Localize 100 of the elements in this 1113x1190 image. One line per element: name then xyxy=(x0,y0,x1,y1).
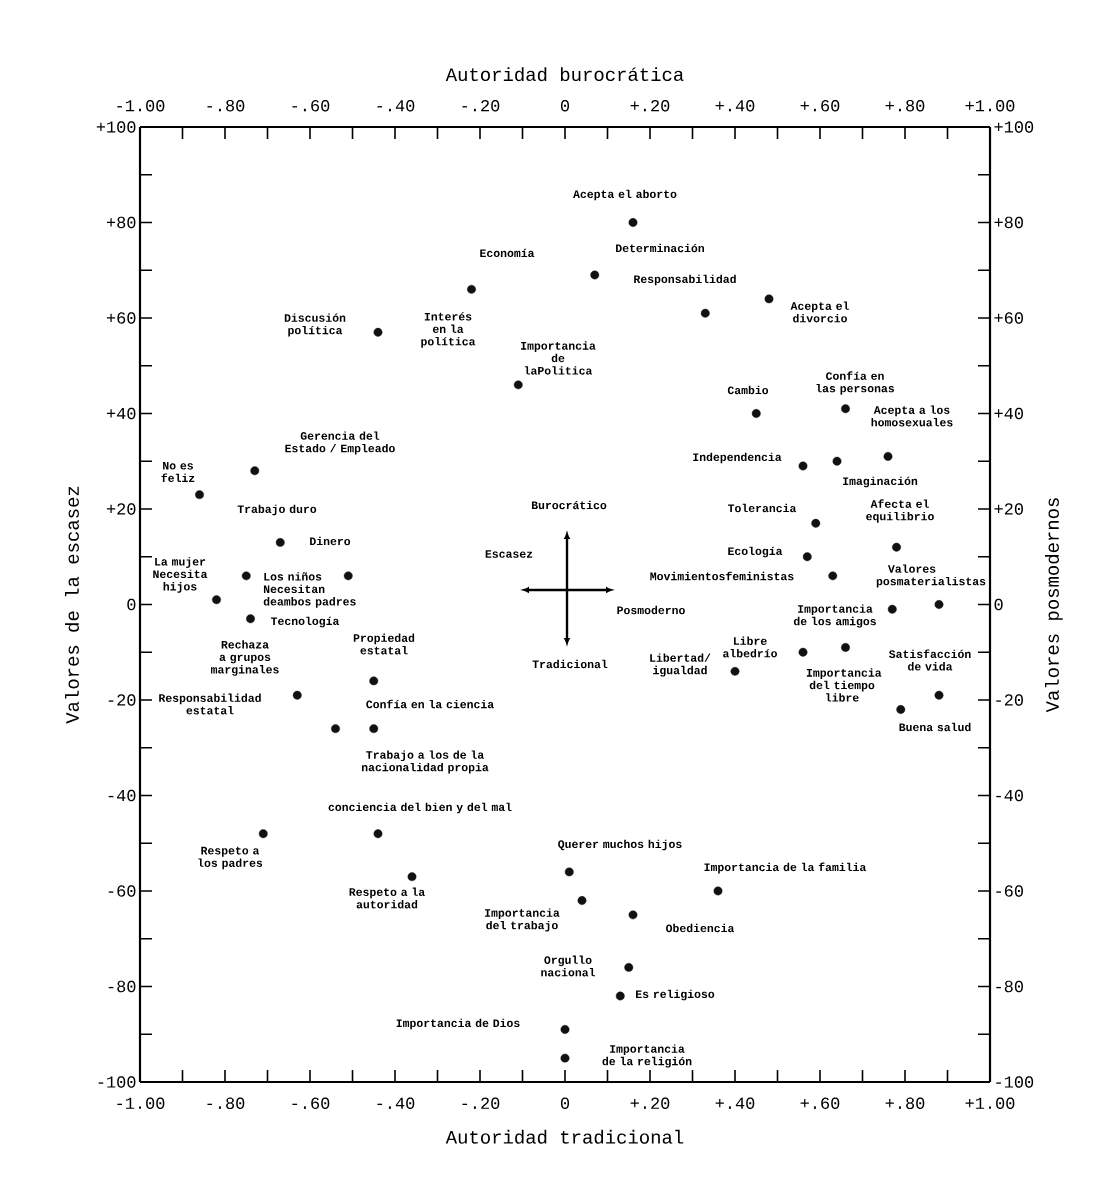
y2-tick-label: +80 xyxy=(994,216,1023,229)
annotation: Importancia de la familia xyxy=(704,862,867,874)
annotation: Tolerancia xyxy=(727,503,797,513)
point xyxy=(624,963,634,972)
annotation: Acepta el aborto xyxy=(573,189,677,201)
point xyxy=(292,690,302,700)
x-tick-label: +.20 xyxy=(630,99,670,112)
annotation: Querer muchos hijos xyxy=(558,839,682,851)
annotation: Importancia de laPolitica xyxy=(521,341,596,375)
point xyxy=(407,872,417,882)
y2-tick-label: +20 xyxy=(994,503,1023,515)
y-axis-title: Valores de la escasez xyxy=(65,486,79,724)
annotation: Independencia xyxy=(693,452,782,464)
x-tick-label: 0 xyxy=(560,99,570,112)
annotation: Economía xyxy=(480,248,535,258)
y2-tick-label: 0 xyxy=(994,598,1003,611)
y2-tick-label: -40 xyxy=(996,789,1023,802)
y-tick-label: +20 xyxy=(106,503,136,515)
x-tick-label: +.40 xyxy=(715,99,755,112)
annotation: Responsabilidad estatal xyxy=(159,693,261,715)
point xyxy=(934,600,944,609)
point xyxy=(615,991,625,1001)
point xyxy=(896,705,906,714)
point xyxy=(258,829,268,839)
x-tick-label: -1.00 xyxy=(117,99,165,112)
x2-tick-label: +.20 xyxy=(630,1097,670,1110)
point xyxy=(369,676,379,686)
x-tick-label: -.40 xyxy=(377,99,415,112)
annotation: Propiedad estatal xyxy=(353,633,415,655)
point xyxy=(195,490,204,500)
annotation: Confía en la ciencia xyxy=(366,699,494,709)
annotation: Burocrático xyxy=(531,500,607,510)
point xyxy=(560,1025,570,1034)
point xyxy=(590,270,600,280)
annotation: Los niños Necesitan deambos padres xyxy=(263,572,356,608)
point xyxy=(250,466,260,476)
annotation: Ecología xyxy=(728,546,783,558)
y2-tick-label: +60 xyxy=(994,312,1023,324)
annotation: Imaginación xyxy=(843,476,918,488)
annotation: Dinero xyxy=(310,536,351,546)
point xyxy=(369,724,379,734)
y-tick-label: +60 xyxy=(106,312,136,324)
x2-tick-label: -.20 xyxy=(462,1097,500,1110)
annotation: Acepta a los homosexuales xyxy=(871,405,953,427)
point xyxy=(373,327,383,337)
x-tick-label: -.20 xyxy=(462,99,500,112)
annotation: Respeto a la autoridad xyxy=(349,887,425,909)
point xyxy=(892,542,901,552)
point xyxy=(467,284,476,294)
x-tick-label: -.60 xyxy=(292,99,330,112)
x-tick-label: +.60 xyxy=(800,99,840,112)
point xyxy=(241,571,251,581)
point xyxy=(798,461,808,471)
point xyxy=(841,643,850,652)
annotation: Escasez xyxy=(485,550,533,558)
point xyxy=(751,409,761,418)
y-tick-label: +100 xyxy=(96,121,136,133)
annotation: Valores posmaterialistas xyxy=(876,564,986,588)
annotation: Es religioso xyxy=(636,989,715,1001)
point xyxy=(811,518,821,528)
annotation: Confía en las personas xyxy=(816,371,895,395)
y-tick-label: +80 xyxy=(106,216,136,229)
point xyxy=(832,456,842,466)
annotation: Buena salud xyxy=(899,722,971,732)
x2-tick-label: +1.00 xyxy=(965,1097,1015,1110)
point xyxy=(730,666,740,676)
point xyxy=(513,380,523,390)
annotation: Posmoderno xyxy=(617,605,685,615)
annotation: Libertad/ igualdad xyxy=(650,653,711,677)
annotation: Importancia de los amigos xyxy=(793,604,876,628)
point xyxy=(343,571,353,581)
annotation: La mujer Necesita hijos xyxy=(153,557,208,593)
annotation: No es feliz xyxy=(161,461,195,483)
annotation: Gerencia del Estado / Empleado xyxy=(285,431,395,455)
annotation: Movimientosfeministas xyxy=(650,571,794,581)
y2-tick-label: -80 xyxy=(996,980,1023,993)
x-tick-label: +.80 xyxy=(885,99,925,112)
x-tick-label: +1.00 xyxy=(965,99,1015,112)
annotation: Trabajo a los de la nacionalidad propia xyxy=(361,750,489,774)
annotation: Importancia de la religión xyxy=(602,1044,692,1068)
point xyxy=(713,886,723,896)
annotation: Cambio xyxy=(727,385,769,395)
x-tick-label: -.80 xyxy=(207,99,245,112)
annotation: Importancia del trabajo xyxy=(485,908,560,932)
annotation: conciencia del bien y del mal xyxy=(328,802,512,814)
point xyxy=(275,538,285,547)
x-axis-title: Autoridad tradicional xyxy=(445,1129,684,1144)
x2-axis-title: Autoridad burocrática xyxy=(445,67,684,82)
point xyxy=(798,647,808,657)
annotation: Obediencia xyxy=(666,923,735,933)
y2-tick-label: -60 xyxy=(996,885,1023,897)
annotation: Discusión política xyxy=(284,313,346,337)
y-tick-label: -20 xyxy=(108,694,136,706)
annotation: Importancia del tiempo libre xyxy=(806,668,882,702)
y2-tick-label: -100 xyxy=(996,1076,1034,1088)
annotation: Trabajo duro xyxy=(237,504,317,516)
annotation: Responsabilidad xyxy=(634,274,736,286)
point xyxy=(628,910,638,920)
point xyxy=(841,404,850,414)
annotation: Afecta el equilibrio xyxy=(866,499,934,523)
